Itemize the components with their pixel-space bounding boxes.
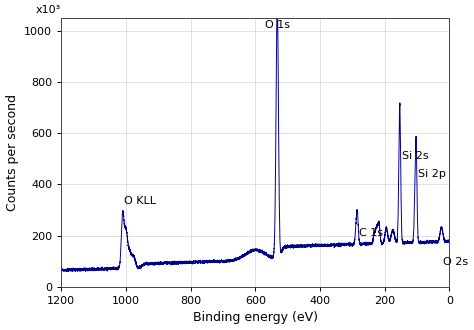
Text: Si 2p: Si 2p	[418, 169, 446, 180]
X-axis label: Binding energy (eV): Binding energy (eV)	[193, 312, 318, 324]
Text: Si 2s: Si 2s	[401, 151, 428, 161]
Y-axis label: Counts per second: Counts per second	[6, 94, 18, 211]
Text: O 2s: O 2s	[443, 257, 468, 267]
Text: O KLL: O KLL	[124, 196, 156, 206]
Text: x10³: x10³	[36, 5, 61, 16]
Text: C 1s: C 1s	[359, 228, 383, 238]
Text: O 1s: O 1s	[265, 19, 290, 30]
